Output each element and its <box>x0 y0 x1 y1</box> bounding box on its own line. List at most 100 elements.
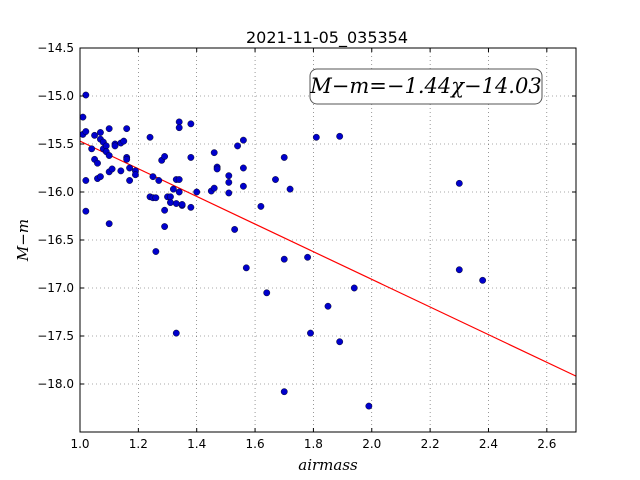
x-tick-label: 1.4 <box>187 437 206 451</box>
axis-ticks: 1.0 1.2 1.4 1.6 1.8 2.0 2.2 2.4 2.6 −14.5 −15.0 −15… <box>37 41 576 451</box>
data-point <box>82 207 90 215</box>
data-point <box>225 189 233 197</box>
data-point <box>286 185 294 193</box>
data-point <box>280 154 288 161</box>
y-tick-label: −16.0 <box>37 185 74 199</box>
y-tick-label: −15.5 <box>37 137 74 151</box>
x-tick-label: 1.2 <box>129 437 148 451</box>
data-point <box>175 118 183 126</box>
data-point <box>187 203 195 211</box>
data-point <box>242 264 250 272</box>
fit-annotation: M−m=−1.44χ−14.03 <box>309 68 543 105</box>
data-point <box>105 152 113 159</box>
y-tick-label: −16.5 <box>37 233 74 247</box>
data-point <box>126 164 134 172</box>
x-tick-label: 2.2 <box>421 437 440 451</box>
x-tick-label: 2.0 <box>362 437 381 451</box>
data-points <box>79 91 487 410</box>
data-point <box>280 388 288 396</box>
data-point <box>239 136 247 144</box>
data-point <box>225 172 233 180</box>
data-point <box>365 402 373 410</box>
y-tick-label: −17.5 <box>37 329 74 343</box>
y-tick-label: −14.5 <box>37 41 74 55</box>
data-point <box>234 142 241 150</box>
fit-line <box>79 140 577 377</box>
data-point <box>97 129 104 136</box>
data-point <box>94 159 101 167</box>
fit-equation: M−m=−1.44χ−14.03 <box>309 74 541 98</box>
data-point <box>178 201 186 208</box>
data-point <box>146 133 154 141</box>
data-point <box>324 302 332 310</box>
data-point <box>455 179 463 187</box>
data-point <box>187 154 195 161</box>
data-point <box>455 266 463 274</box>
data-point <box>336 132 344 140</box>
data-point <box>82 91 90 99</box>
data-point <box>117 167 125 175</box>
x-tick-label: 1.8 <box>304 437 323 451</box>
y-tick-label: −17.0 <box>37 281 74 295</box>
data-point <box>280 255 288 263</box>
data-point <box>88 145 96 153</box>
data-point <box>102 142 110 150</box>
data-point <box>126 177 134 184</box>
data-point <box>152 194 160 202</box>
data-point <box>210 184 218 192</box>
data-point <box>161 206 169 214</box>
data-point <box>304 253 311 261</box>
data-point <box>175 188 183 196</box>
data-point <box>239 182 247 190</box>
x-tick-label: 2.4 <box>479 437 498 451</box>
data-point <box>187 120 195 128</box>
data-point <box>193 188 201 196</box>
data-point <box>312 133 320 141</box>
y-tick-label: −18.0 <box>37 377 74 391</box>
x-axis-label: airmass <box>298 456 358 474</box>
data-point <box>225 178 233 186</box>
data-point <box>239 164 247 172</box>
data-point <box>152 248 160 255</box>
data-point <box>175 124 183 132</box>
data-point <box>172 329 180 337</box>
data-point <box>123 125 131 133</box>
y-tick-label: −15.0 <box>37 89 74 103</box>
data-point <box>108 165 116 173</box>
data-point <box>263 289 271 297</box>
data-point <box>257 202 265 210</box>
data-point <box>272 176 279 183</box>
data-point <box>155 177 163 184</box>
annotation-frame <box>309 68 543 105</box>
data-point <box>350 284 358 292</box>
data-point <box>213 165 221 173</box>
data-point <box>210 149 218 157</box>
data-point <box>167 199 174 206</box>
data-point <box>336 338 344 346</box>
data-point <box>82 128 90 135</box>
data-point <box>161 223 169 230</box>
data-point <box>97 173 104 181</box>
data-point <box>172 200 180 207</box>
data-point <box>105 125 113 133</box>
data-point <box>167 193 174 201</box>
data-point <box>111 142 119 150</box>
data-point <box>105 220 113 228</box>
data-point <box>79 113 87 121</box>
x-tick-label: 2.6 <box>537 437 556 451</box>
data-point <box>161 153 169 160</box>
data-point <box>132 171 139 179</box>
x-tick-label: 1.6 <box>246 437 265 451</box>
data-point <box>479 276 487 284</box>
data-point <box>120 137 128 145</box>
data-point <box>169 185 177 193</box>
data-point <box>231 226 239 233</box>
chart-title: 2021-11-05_035354 <box>246 28 408 48</box>
y-axis-label: M−m <box>14 219 32 262</box>
data-point <box>307 329 314 337</box>
x-tick-label: 1.0 <box>70 437 89 451</box>
data-point <box>149 173 157 181</box>
data-point <box>123 155 131 163</box>
data-point <box>91 131 98 139</box>
